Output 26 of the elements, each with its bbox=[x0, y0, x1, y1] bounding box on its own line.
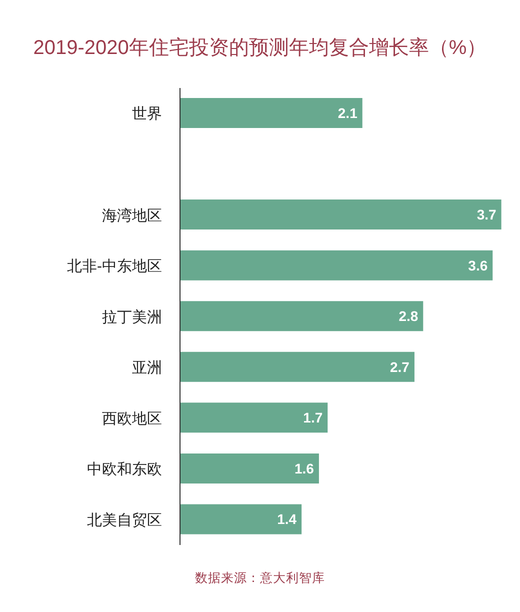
bar bbox=[180, 301, 424, 332]
data-label: 3.7 bbox=[476, 206, 497, 223]
bar bbox=[180, 250, 493, 280]
bar bbox=[180, 402, 328, 433]
y-tick-label: 中欧和东欧 bbox=[87, 461, 162, 478]
bar bbox=[180, 504, 302, 534]
bar bbox=[180, 98, 362, 128]
bar bbox=[180, 352, 414, 382]
source-note: 数据来源：意大利智库 bbox=[195, 570, 325, 587]
data-label: 1.4 bbox=[277, 511, 297, 528]
y-tick-label: 亚洲 bbox=[132, 360, 162, 377]
y-tick-label: 西欧地区 bbox=[102, 410, 162, 428]
data-label: 2.8 bbox=[398, 308, 418, 324]
data-label: 2.7 bbox=[390, 358, 410, 375]
data-label: 2.1 bbox=[338, 104, 358, 121]
y-tick-label: 拉丁美洲 bbox=[102, 308, 162, 326]
chart-title: 2019-2020年住宅投资的预测年均复合增长率（%） bbox=[32, 36, 488, 61]
bar bbox=[180, 200, 502, 230]
y-tick-label: 北非-中东地区 bbox=[67, 258, 162, 276]
y-tick-label: 世界 bbox=[132, 106, 162, 123]
data-label: 1.6 bbox=[294, 460, 314, 476]
bar bbox=[180, 453, 319, 484]
data-label: 1.7 bbox=[303, 410, 323, 426]
y-tick-label: 海湾地区 bbox=[102, 207, 162, 224]
y-tick-label: 北美自贸区 bbox=[87, 512, 162, 529]
data-label: 3.6 bbox=[468, 257, 488, 274]
